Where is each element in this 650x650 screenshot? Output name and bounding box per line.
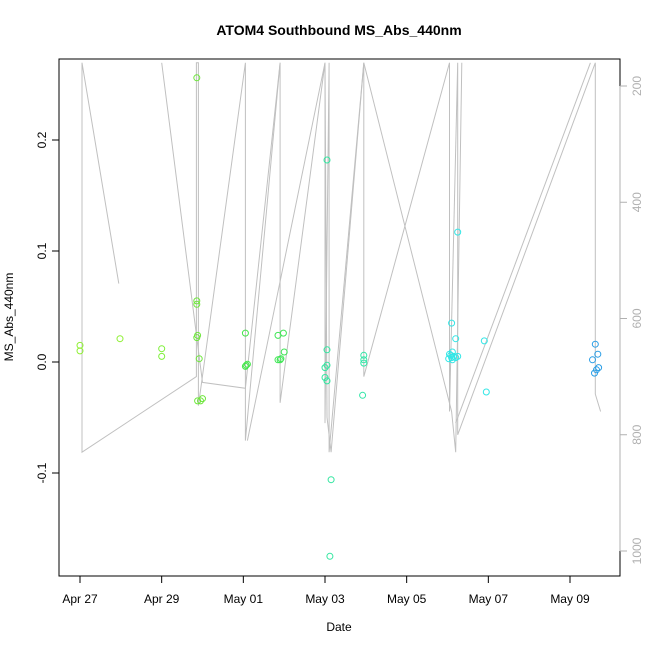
y-axis: -0.1 0.0 0.1 0.2: [35, 131, 60, 483]
data-point-37: [454, 228, 462, 236]
data-point-5: [193, 74, 201, 82]
points-group: [76, 74, 603, 560]
data-point-14: [241, 329, 249, 337]
data-point-7: [193, 300, 201, 308]
data-point-13: [199, 395, 206, 403]
data-point-50: [591, 340, 599, 348]
x-tick-label-5: May 07: [469, 592, 509, 606]
y-tick-label-1: 0.0: [35, 353, 49, 370]
line-series-1: [81, 62, 120, 284]
y2-tick-label-4: 1000: [630, 537, 644, 564]
data-point-9: [193, 334, 201, 342]
data-point-34: [360, 359, 368, 367]
data-point-38: [452, 335, 460, 343]
data-point-31: [326, 552, 334, 560]
data-point-1: [76, 347, 84, 355]
data-point-51: [594, 350, 602, 358]
line-series-3: [246, 62, 463, 453]
y2-axis: 200 400 600 800 1000: [619, 76, 644, 564]
x-axis: Apr 27 Apr 29 May 01 May 03 May 05 May 07 May …: [62, 575, 590, 606]
chart-title: ATOM4 Southbound MS_Abs_440nm: [216, 22, 461, 38]
y2-tick-label-2: 600: [630, 308, 644, 328]
data-point-10: [195, 355, 203, 363]
data-point-53: [595, 364, 603, 372]
line-series-group: [81, 62, 602, 454]
data-point-32: [360, 351, 368, 359]
y-tick-label-0: -0.1: [35, 462, 49, 483]
data-point-27: [321, 364, 329, 372]
data-point-4: [158, 352, 166, 360]
y-tick-label-2: 0.1: [35, 242, 49, 259]
data-point-25: [323, 346, 331, 354]
data-point-40: [446, 350, 453, 358]
data-point-24: [323, 156, 331, 164]
x-tick-label-1: Apr 29: [144, 592, 180, 606]
data-point-33: [360, 356, 368, 364]
y-tick-label-3: 0.2: [35, 131, 49, 148]
data-point-28: [321, 374, 329, 381]
data-point-6: [193, 297, 201, 305]
data-point-47: [448, 356, 456, 364]
data-point-44: [445, 355, 453, 363]
line-series-4: [455, 62, 591, 424]
data-point-52: [589, 356, 596, 364]
data-point-21: [277, 355, 285, 363]
y2-tick-label-1: 400: [630, 192, 644, 212]
data-point-23: [276, 356, 284, 364]
data-point-22: [280, 348, 288, 356]
x-tick-label-0: Apr 27: [62, 592, 98, 606]
x-tick-label-6: May 09: [550, 592, 590, 606]
data-point-35: [359, 391, 367, 399]
x-tick-label-3: May 03: [305, 592, 345, 606]
data-point-55: [591, 369, 598, 377]
data-point-26: [323, 361, 331, 369]
data-point-48: [480, 337, 488, 345]
y2-tick-label-3: 800: [630, 424, 644, 444]
data-point-16: [243, 360, 251, 368]
line-series-2: [161, 62, 281, 389]
data-point-49: [482, 388, 490, 396]
data-point-17: [242, 361, 250, 369]
x-tick-label-2: May 01: [224, 592, 264, 606]
data-point-19: [279, 329, 287, 337]
data-point-30: [327, 476, 335, 484]
x-axis-label: Date: [326, 620, 352, 634]
data-point-36: [448, 319, 456, 327]
data-point-15: [241, 362, 249, 370]
line-series-0: [81, 62, 602, 454]
data-point-3: [158, 345, 166, 353]
data-point-29: [323, 377, 331, 385]
y2-tick-label-0: 200: [630, 76, 644, 96]
data-point-46: [454, 352, 462, 360]
x-tick-label-4: May 05: [387, 592, 427, 606]
data-point-12: [197, 397, 204, 405]
data-point-2: [116, 335, 124, 343]
y-axis-label: MS_Abs_440nm: [2, 273, 16, 362]
